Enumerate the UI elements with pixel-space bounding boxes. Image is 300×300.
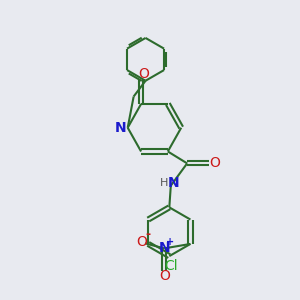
Text: O: O: [138, 67, 149, 81]
Text: O: O: [209, 156, 220, 170]
Text: -: -: [146, 228, 151, 241]
Text: Cl: Cl: [164, 259, 178, 273]
Text: H: H: [160, 178, 169, 188]
Text: +: +: [166, 237, 174, 247]
Text: N: N: [158, 242, 170, 255]
Text: O: O: [159, 269, 170, 283]
Text: N: N: [167, 176, 179, 190]
Text: N: N: [115, 121, 126, 135]
Text: O: O: [136, 235, 147, 249]
